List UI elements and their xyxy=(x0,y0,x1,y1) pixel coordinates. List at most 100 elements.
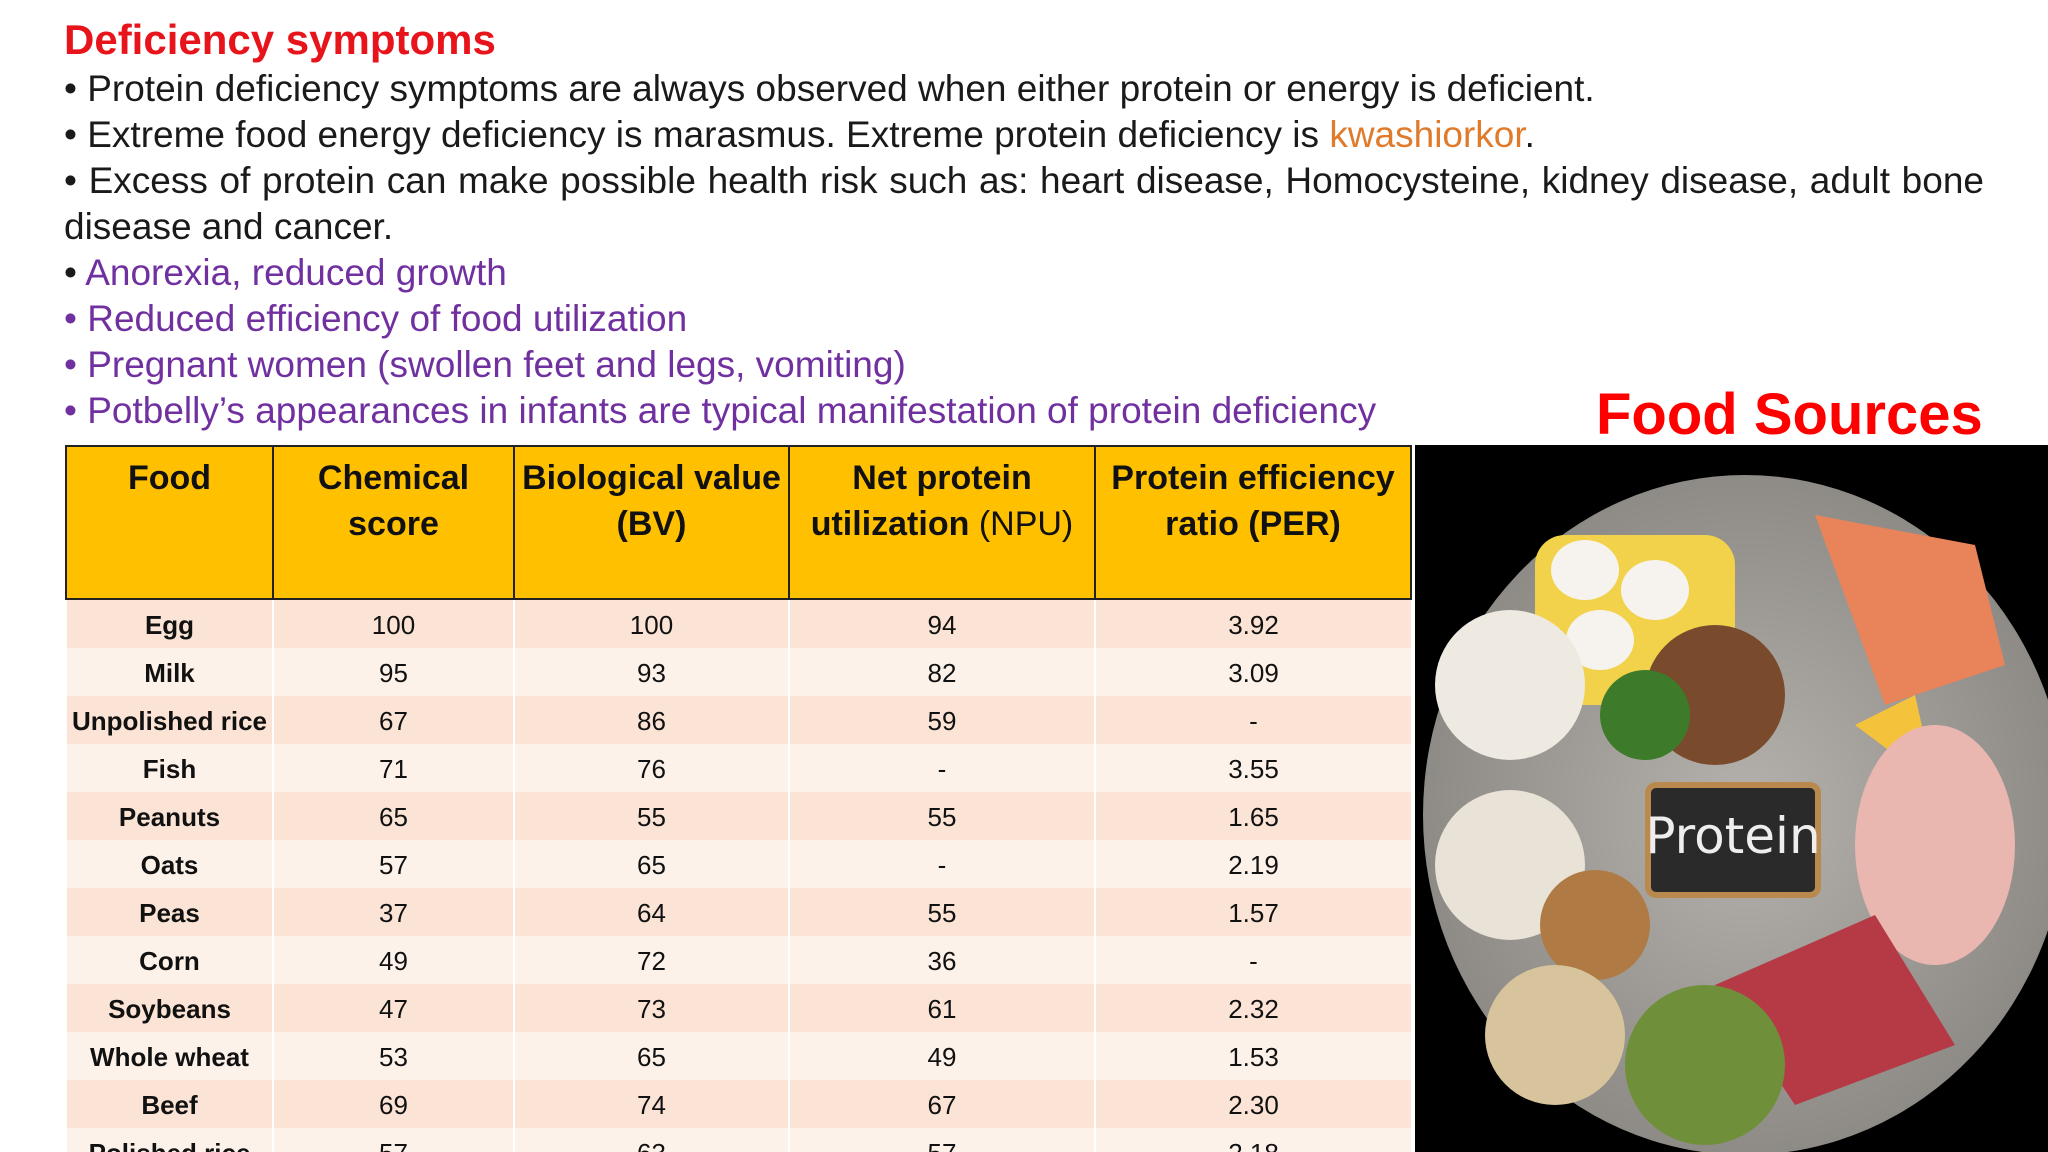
cell: 100 xyxy=(272,599,514,648)
header-text: Food xyxy=(127,459,212,497)
cell: 95 xyxy=(272,648,514,696)
table-row: Soybeans 47 73 61 2.32 xyxy=(65,984,1411,1032)
cell: 37 xyxy=(272,888,514,936)
food-photo: Protein xyxy=(1415,445,2048,1152)
cell: 1.53 xyxy=(1094,1032,1411,1080)
bullet: • Anorexia, reduced growth xyxy=(64,250,507,296)
chalkboard xyxy=(1645,782,1821,898)
bullet: • Potbelly’s appearances in infants are … xyxy=(64,388,1376,434)
bullet-text: • xyxy=(64,252,86,293)
cell: 65 xyxy=(272,792,514,840)
header-row: Food Chemical score Biological value (BV) N… xyxy=(65,445,1412,600)
board-text: Protein xyxy=(1645,807,1820,865)
bullet-text: • Potbelly’s appearances in infants are … xyxy=(64,390,1377,431)
cell: 100 xyxy=(513,599,789,648)
cell: 3.92 xyxy=(1094,599,1411,648)
table-row: Beef 69 74 67 2.30 xyxy=(65,1080,1411,1128)
cell: 93 xyxy=(513,648,789,696)
bullet: • Excess of protein can make possible he… xyxy=(64,158,1984,250)
cell: 2.19 xyxy=(1094,840,1411,888)
cell: 1.65 xyxy=(1094,792,1411,840)
bullet-text: • Excess of protein can make possible he… xyxy=(64,160,1984,247)
cell: - xyxy=(1094,696,1411,744)
oats xyxy=(1485,965,1625,1105)
food-cell: Oats xyxy=(65,840,273,888)
cell: 1.57 xyxy=(1094,888,1411,936)
cell: 59 xyxy=(788,696,1095,744)
egg xyxy=(1551,540,1619,600)
cell: 55 xyxy=(788,888,1095,936)
cell: 2.30 xyxy=(1094,1080,1411,1128)
header-text: Net protein utilization xyxy=(810,459,1032,543)
bullet-text: . xyxy=(1524,114,1535,155)
bullet-text: • Reduced efficiency of food utilization xyxy=(64,298,688,339)
cell: 73 xyxy=(513,984,789,1032)
cell: 57 xyxy=(272,1128,514,1152)
bullet-text: kwashiorkor xyxy=(1329,114,1525,155)
cell: 49 xyxy=(788,1032,1095,1080)
cell: - xyxy=(788,744,1095,792)
table-body: Egg 100 100 94 3.92 Milk 95 93 82 3.09 Unpolished … xyxy=(65,599,1411,1152)
food-cell: Peanuts xyxy=(65,792,273,840)
food-cell: Egg xyxy=(65,599,273,648)
food-cell: Corn xyxy=(65,936,273,984)
food-cell: Soybeans xyxy=(65,984,273,1032)
cottage-cheese xyxy=(1435,610,1585,760)
table-row: Corn 49 72 36- xyxy=(65,936,1411,984)
egg xyxy=(1621,560,1689,620)
food-sources-caption: Food Sources xyxy=(1596,382,1983,447)
header-text: Protein efficiency ratio (PER) xyxy=(1111,459,1395,543)
cell: 57 xyxy=(272,840,514,888)
egg xyxy=(1566,610,1634,670)
cell: 65 xyxy=(513,840,789,888)
cell: 72 xyxy=(513,936,789,984)
broccoli xyxy=(1600,670,1690,760)
cell: 63 xyxy=(513,1128,789,1152)
cell: 65 xyxy=(513,1032,789,1080)
cell: 94 xyxy=(788,599,1095,648)
cell: 2.32 xyxy=(1094,984,1411,1032)
cell: 74 xyxy=(513,1080,789,1128)
nuts xyxy=(1540,870,1650,980)
beans xyxy=(1625,985,1785,1145)
cell: 71 xyxy=(272,744,514,792)
table-row: Peas 37 64 55 1.57 xyxy=(65,888,1411,936)
cell: - xyxy=(788,840,1095,888)
table-row: Milk 95 93 82 3.09 xyxy=(65,648,1411,696)
header-cell: Chemical score xyxy=(272,445,515,600)
food-cell: Polished rice xyxy=(65,1128,273,1152)
heading: Deficiency symptoms xyxy=(64,16,496,63)
header-text: (NPU) xyxy=(978,505,1074,543)
food-cell: Whole wheat xyxy=(65,1032,273,1080)
table-row: Peanuts 65 55 55 1.65 xyxy=(65,792,1411,840)
table-row: Polished rice5763572.18 xyxy=(65,1128,1411,1152)
table-row: Unpolished rice 67 86 59- xyxy=(65,696,1411,744)
food-cell: Milk xyxy=(65,648,273,696)
cell: 82 xyxy=(788,648,1095,696)
cell: 61 xyxy=(788,984,1095,1032)
table-row: Fish 71 76-3.55 xyxy=(65,744,1411,792)
header-text: Chemical score xyxy=(317,459,470,543)
cell: 49 xyxy=(272,936,514,984)
food-cell: Peas xyxy=(65,888,273,936)
bullet: • Pregnant women (swollen feet and legs,… xyxy=(64,342,906,388)
cell: 47 xyxy=(272,984,514,1032)
cell: 3.55 xyxy=(1094,744,1411,792)
table-row: Whole wheat 53 65 49 1.53 xyxy=(65,1032,1411,1080)
cell: 53 xyxy=(272,1032,514,1080)
cell: 55 xyxy=(788,792,1095,840)
food-cell: Fish xyxy=(65,744,273,792)
cell: 3.09 xyxy=(1094,648,1411,696)
cell: 57 xyxy=(788,1128,1095,1152)
bullet: • Extreme food energy deficiency is mara… xyxy=(64,112,1535,158)
header-cell: Protein efficiency ratio (PER) xyxy=(1094,445,1412,600)
food-cell: Unpolished rice xyxy=(65,696,273,744)
cell: 67 xyxy=(272,696,514,744)
header-text: Biological value (BV) xyxy=(522,459,781,543)
cell: 2.18 xyxy=(1094,1128,1411,1152)
chicken xyxy=(1855,725,2015,965)
cell: 69 xyxy=(272,1080,514,1128)
bullet: • Reduced efficiency of food utilization xyxy=(64,296,687,342)
bullet-text: • Protein deficiency symptoms are always… xyxy=(64,68,1595,109)
